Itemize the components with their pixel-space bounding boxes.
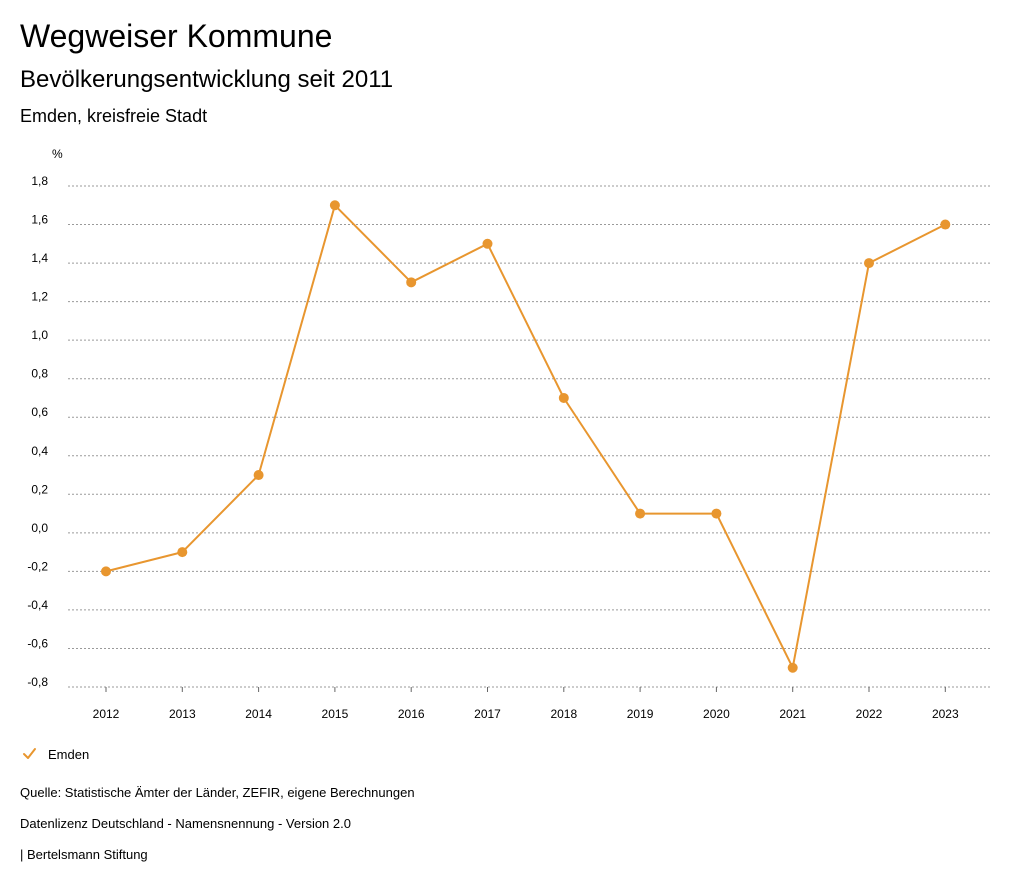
x-tick-label: 2015 xyxy=(322,707,349,721)
data-point[interactable] xyxy=(864,258,874,269)
data-point[interactable] xyxy=(329,200,340,211)
data-point[interactable] xyxy=(711,508,722,519)
publisher-note: | Bertelsmann Stiftung xyxy=(20,847,148,862)
y-tick-label: 0,8 xyxy=(31,367,48,381)
region-name: Emden, kreisfreie Stadt xyxy=(20,106,208,126)
y-tick-label: -0,8 xyxy=(27,675,48,689)
y-tick-label: 0,0 xyxy=(31,521,48,535)
data-point[interactable] xyxy=(940,219,951,230)
y-tick-label: 1,8 xyxy=(31,174,48,188)
x-tick-label: 2019 xyxy=(627,707,654,721)
legend[interactable]: Emden xyxy=(20,744,89,764)
y-tick-label: 1,2 xyxy=(31,290,48,304)
data-point[interactable] xyxy=(482,238,493,249)
data-point[interactable] xyxy=(558,392,569,403)
data-point[interactable] xyxy=(177,547,188,558)
x-tick-label: 2022 xyxy=(856,707,883,721)
y-tick-label: 1,6 xyxy=(31,213,48,227)
series-line-emden xyxy=(105,204,946,669)
page-title: Wegweiser Kommune xyxy=(20,18,333,54)
x-tick-label: 2014 xyxy=(245,707,272,721)
data-point[interactable] xyxy=(253,470,264,481)
y-tick-label: -0,4 xyxy=(27,598,48,612)
y-tick-label: 0,2 xyxy=(31,482,48,496)
license-note: Datenlizenz Deutschland - Namensnennung … xyxy=(20,816,351,831)
y-tick-label: 1,4 xyxy=(31,251,48,265)
data-point[interactable] xyxy=(406,277,417,288)
y-tick-label: -0,2 xyxy=(27,559,48,573)
y-tick-label: 0,6 xyxy=(31,405,48,419)
x-tick-label: 2016 xyxy=(398,707,425,721)
source-note: Quelle: Statistische Ämter der Länder, Z… xyxy=(20,785,415,800)
check-icon[interactable] xyxy=(20,744,38,764)
legend-label: Emden xyxy=(48,746,90,762)
x-tick-label: 2013 xyxy=(169,707,196,721)
data-point[interactable] xyxy=(787,662,798,673)
y-axis-unit: % xyxy=(52,147,63,161)
x-tick-label: 2018 xyxy=(550,707,577,721)
x-tick-label: 2017 xyxy=(474,707,501,721)
y-tick-label: 0,4 xyxy=(31,444,48,458)
y-tick-label: 1,0 xyxy=(31,328,48,342)
chart-subtitle: Bevölkerungsentwicklung seit 2011 xyxy=(20,66,394,93)
data-point[interactable] xyxy=(101,566,111,577)
data-point[interactable] xyxy=(635,508,646,519)
x-tick-label: 2021 xyxy=(779,707,806,721)
y-tick-label: -0,6 xyxy=(27,636,48,650)
x-tick-label: 2012 xyxy=(93,707,120,721)
x-tick-label: 2023 xyxy=(932,707,959,721)
line-chart: % 1,8 1,6 1,4 1,2 1,0 0,8 0,6 0,4 0,2 0,0 -0,2 -0,4 -… xyxy=(27,147,990,721)
x-tick-label: 2020 xyxy=(703,707,730,721)
